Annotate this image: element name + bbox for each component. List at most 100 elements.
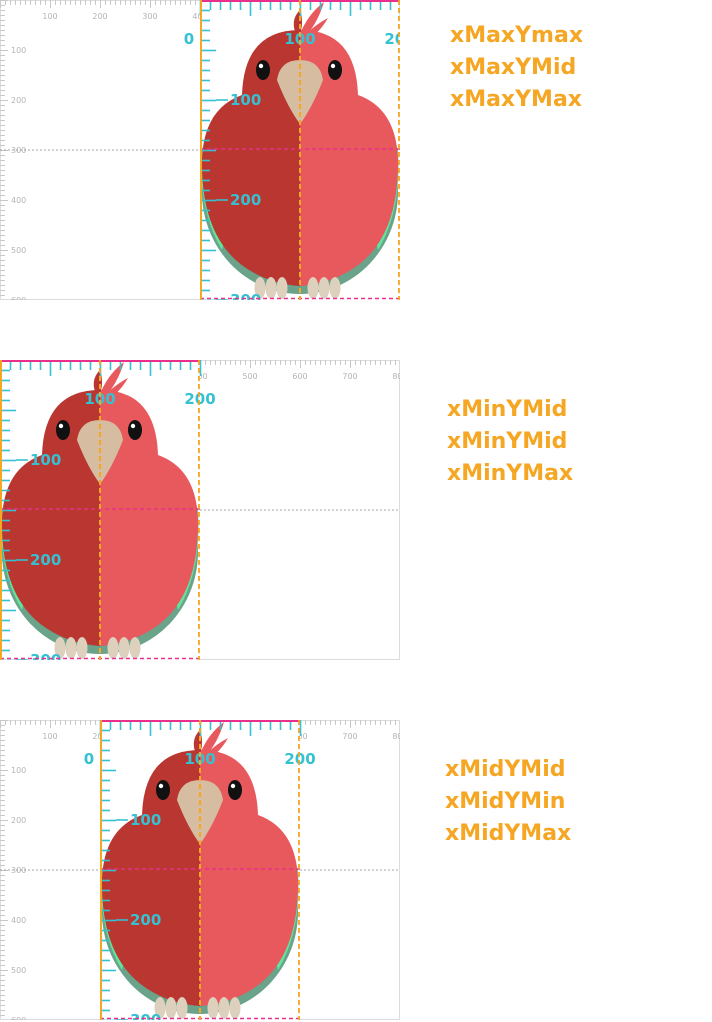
ruler-label: 800	[392, 372, 400, 381]
viewbox-content: 0 100 200 100 200 300	[184, 0, 400, 300]
panel-2-labels: xMinYMid xMinYMid xMinYMax	[447, 394, 573, 490]
left-foot-toe	[176, 997, 188, 1019]
right-foot-toe	[329, 277, 341, 299]
ruler-label: 200	[11, 96, 26, 105]
align-label: xMaxYMid	[450, 55, 577, 80]
viewport-svg: 1002003004005006007008001002003004005006…	[0, 360, 400, 660]
ruler-label: 500	[11, 246, 26, 255]
left-foot-toe	[165, 997, 177, 1019]
inner-ruler-label: 200	[284, 750, 315, 768]
viewport-svg: 1002003004005006007008001002003004005006…	[0, 720, 400, 1020]
body-left-half	[1, 390, 101, 646]
right-eye	[228, 780, 242, 800]
inner-ruler-label: 100	[84, 390, 115, 408]
body-right-half	[200, 750, 299, 1006]
body-left-half	[201, 30, 300, 286]
ruler-label: 500	[11, 966, 26, 975]
align-label: xMinYMax	[447, 461, 574, 486]
body-right-half	[300, 30, 399, 286]
inner-ruler-label: 200	[30, 551, 61, 569]
ruler-label: 600	[11, 1016, 26, 1020]
ruler-label: 100	[11, 46, 26, 55]
ruler-label: 200	[92, 12, 107, 21]
inner-ruler-label: 200	[130, 911, 161, 929]
align-label: xMidYMax	[445, 821, 572, 846]
body-left-half	[101, 750, 200, 1006]
align-label: xMaxYMax	[450, 87, 582, 112]
ruler-label: 700	[342, 372, 357, 381]
ruler-label: 200	[11, 816, 26, 825]
align-label: xMaxYmax	[450, 23, 584, 48]
right-foot-toe	[318, 277, 330, 299]
inner-ruler-label: 300	[230, 291, 261, 300]
crest-feather	[100, 362, 124, 396]
left-eye-highlight	[158, 783, 164, 789]
right-foot-toe	[218, 997, 230, 1019]
viewbox-content: 0 100 200 100 200 300	[84, 720, 316, 1020]
ruler-label: 100	[11, 766, 26, 775]
align-label: xMinYMid	[447, 397, 568, 422]
ruler-label: 300	[142, 12, 157, 21]
inner-ruler-label: 100	[30, 451, 61, 469]
right-eye-highlight	[230, 783, 236, 789]
ruler-label: 100	[42, 12, 57, 21]
crest-feather	[200, 722, 224, 756]
left-eye	[56, 420, 70, 440]
right-foot-toe	[207, 997, 219, 1019]
inner-ruler-label: 300	[130, 1011, 161, 1020]
ruler-label: 300	[11, 866, 26, 875]
left-foot-toe	[76, 637, 88, 659]
align-label: xMidYMin	[445, 789, 566, 814]
right-foot-toe	[307, 277, 319, 299]
left-foot-toe	[254, 277, 266, 299]
body-right-half	[100, 390, 199, 646]
ruler-label: 500	[242, 372, 257, 381]
panel-xmid: 1002003004005006007008001002003004005006…	[0, 720, 400, 1020]
right-foot-toe	[118, 637, 130, 659]
bird-group: 0 100 200 100 200 300	[184, 0, 400, 300]
inner-ruler-label: 100	[284, 30, 315, 48]
right-foot-toe	[107, 637, 119, 659]
viewport-svg: 1002003004005006007008001002003004005006…	[0, 0, 400, 300]
ruler-label: 600	[11, 296, 26, 300]
ruler-label: 400	[11, 196, 26, 205]
align-label: xMidYMid	[445, 757, 566, 782]
panel-xmax: 1002003004005006007008001002003004005006…	[0, 0, 400, 300]
align-label: xMinYMid	[447, 429, 568, 454]
right-eye	[128, 420, 142, 440]
ruler-label: 100	[42, 732, 57, 741]
inner-ruler-label: 0	[84, 750, 94, 768]
ruler-label: 600	[292, 372, 307, 381]
left-eye-highlight	[258, 63, 264, 69]
inner-ruler-label: 0	[184, 30, 194, 48]
crest-feather	[300, 2, 324, 36]
left-eye	[256, 60, 270, 80]
ruler-label: 300	[11, 146, 26, 155]
panel-xmin: 1002003004005006007008001002003004005006…	[0, 360, 400, 660]
inner-ruler-label: 100	[184, 750, 215, 768]
inner-ruler-label: 100	[230, 91, 261, 109]
crest-feather	[204, 738, 228, 760]
inner-ruler-label: 200	[384, 30, 400, 48]
left-foot-toe	[276, 277, 288, 299]
left-foot-toe	[65, 637, 77, 659]
ruler-label: 400	[11, 916, 26, 925]
panel-3-labels: xMidYMid xMidYMin xMidYMax	[445, 754, 571, 850]
left-foot-toe	[154, 997, 166, 1019]
ruler-label: 700	[342, 732, 357, 741]
inner-ruler-label: 100	[130, 811, 161, 829]
right-eye-highlight	[130, 423, 136, 429]
panel-1-labels: xMaxYmax xMaxYMid xMaxYMax	[450, 20, 583, 116]
left-foot-toe	[265, 277, 277, 299]
crest-feather	[304, 18, 328, 40]
inner-ruler-label: 200	[230, 191, 261, 209]
right-eye-highlight	[330, 63, 336, 69]
right-foot-toe	[229, 997, 241, 1019]
left-foot-toe	[54, 637, 66, 659]
right-eye	[328, 60, 342, 80]
crest-feather	[104, 378, 128, 400]
right-foot-toe	[129, 637, 141, 659]
left-eye	[156, 780, 170, 800]
